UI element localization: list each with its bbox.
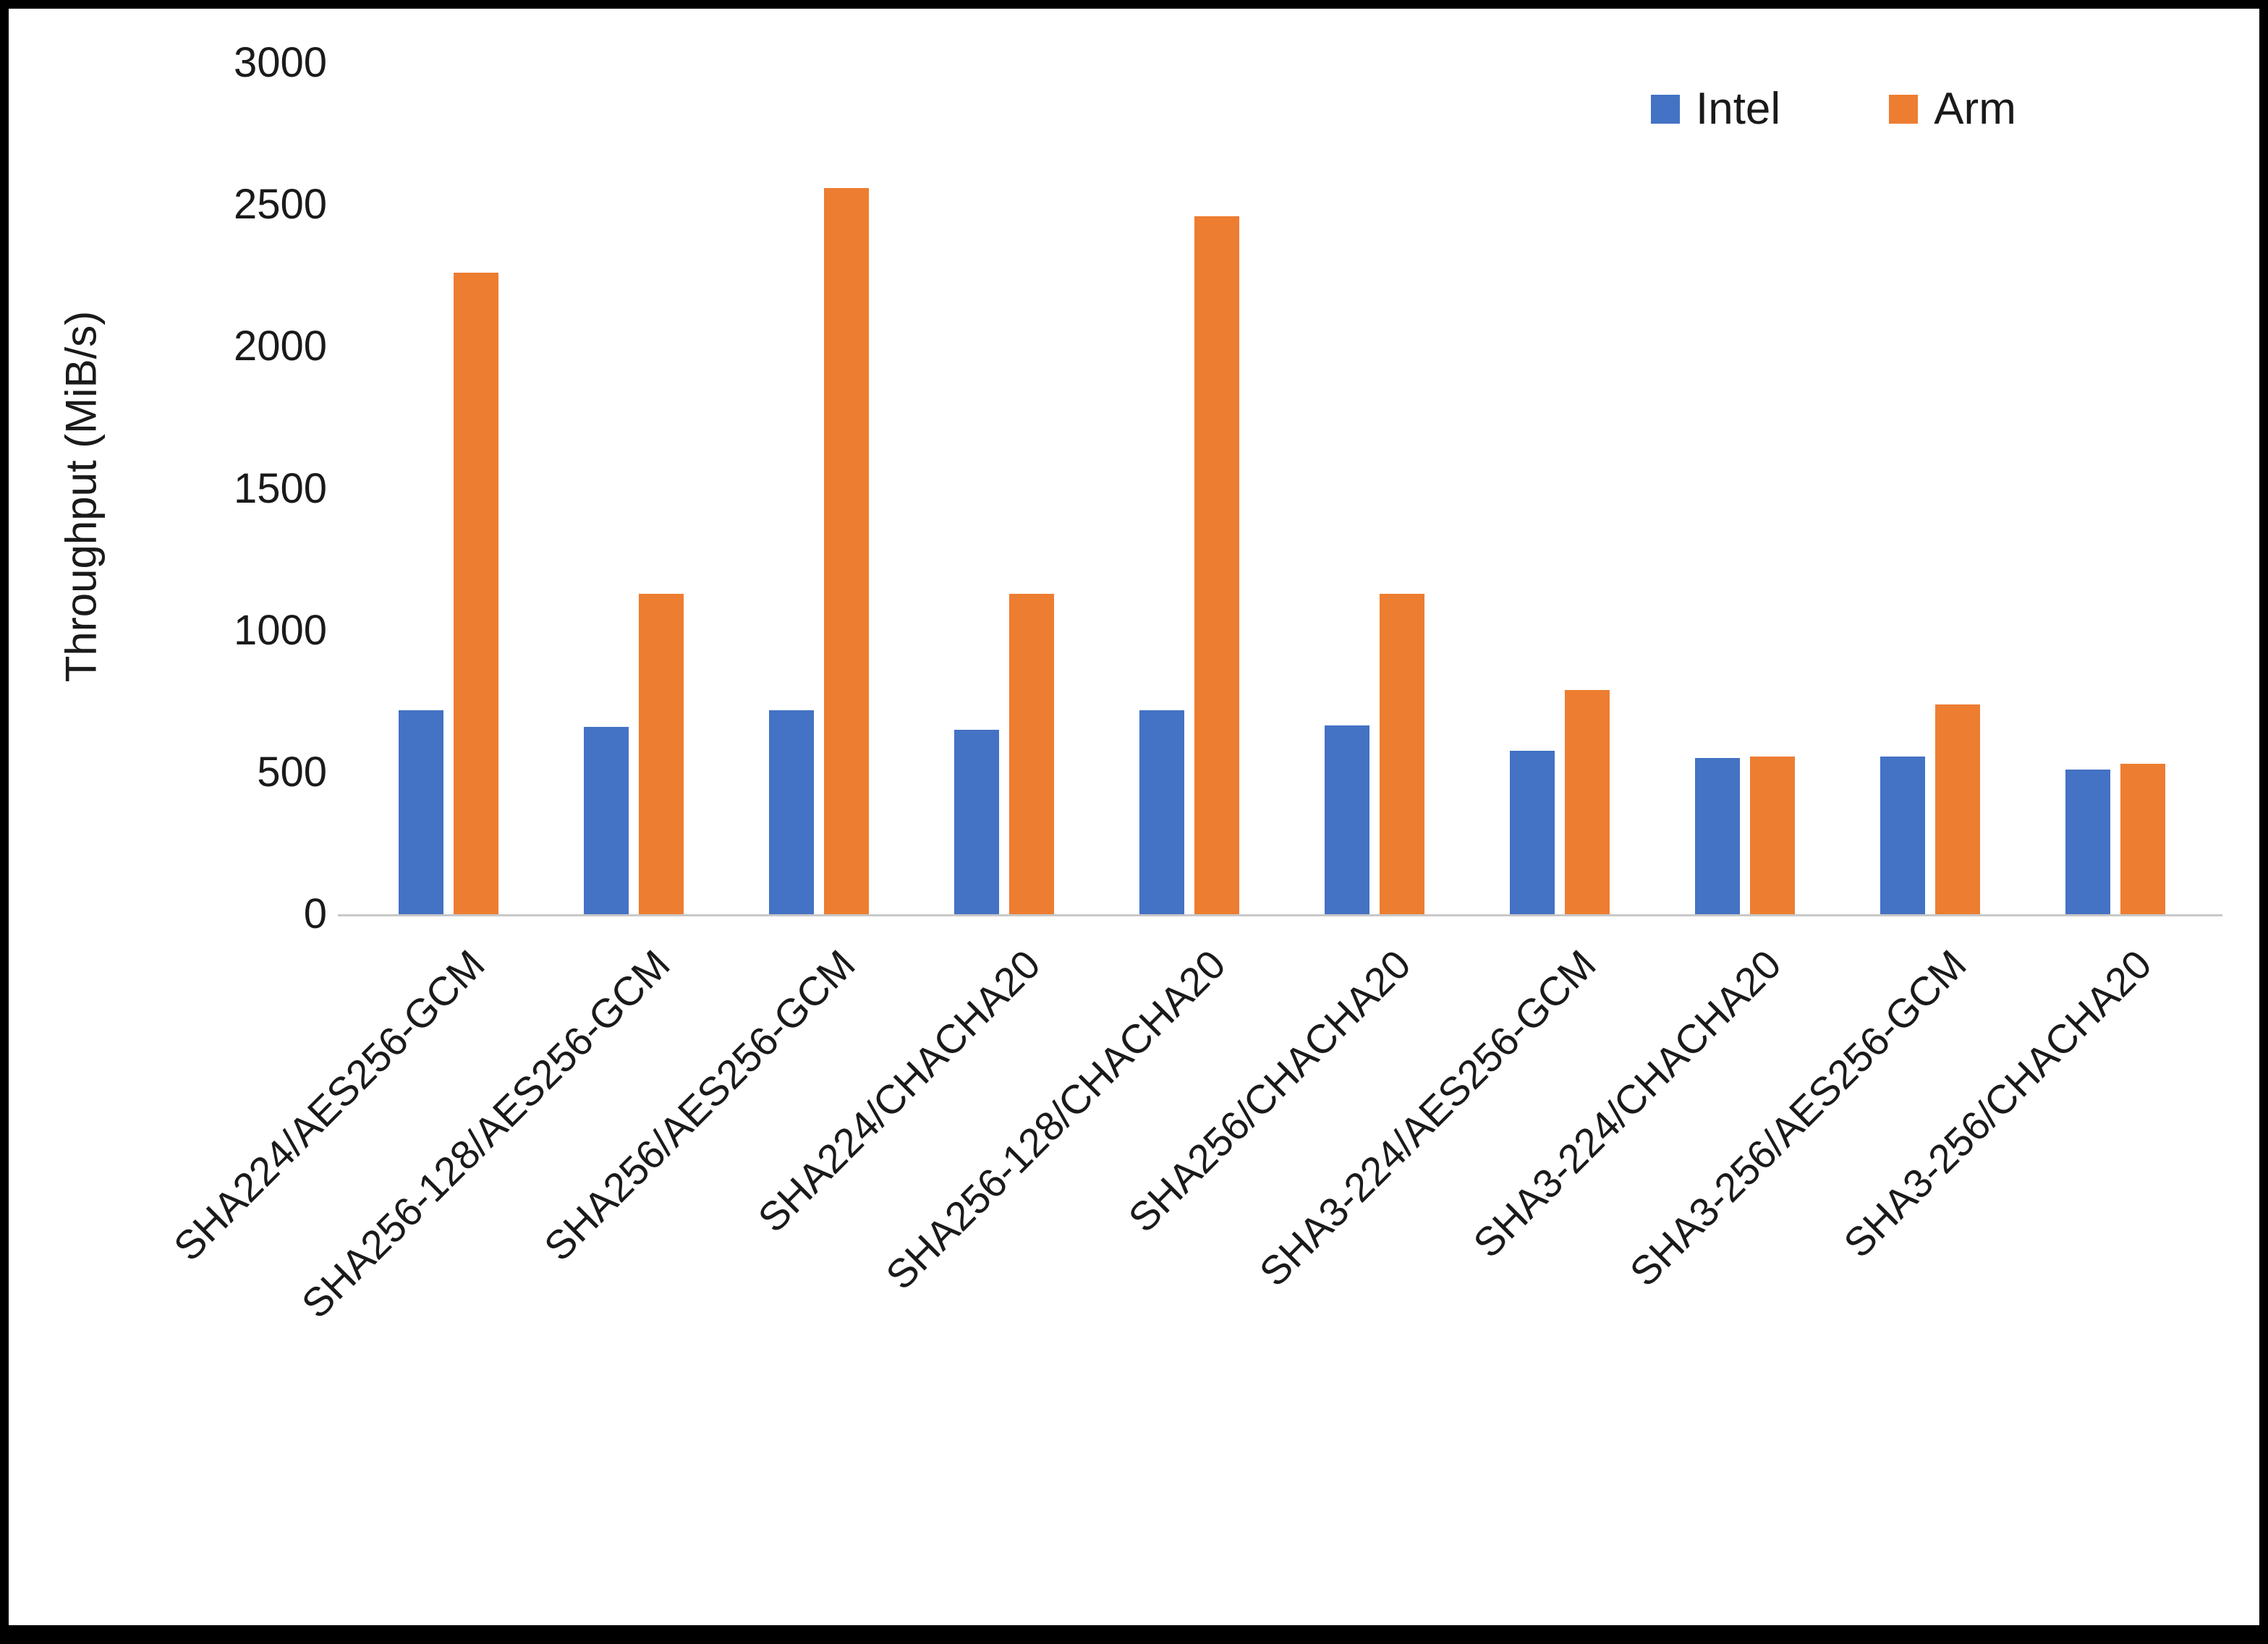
plot-area	[356, 63, 2208, 914]
bar-group	[541, 63, 726, 914]
bar-group	[912, 63, 1097, 914]
arm-bar	[1009, 593, 1054, 914]
y-axis-tick-label: 1500	[233, 464, 327, 512]
legend-swatch-arm	[1889, 95, 1919, 124]
y-axis-title: Throughput (MiB/s)	[56, 310, 106, 683]
y-axis-tick-label: 3000	[233, 39, 327, 86]
legend-item-intel: Intel	[1651, 87, 1780, 132]
bar-group	[1652, 63, 1838, 914]
arm-bar	[2120, 764, 2165, 914]
y-axis-tick-label: 1000	[233, 606, 327, 654]
arm-bar	[639, 593, 684, 914]
intel-bar	[954, 729, 999, 914]
y-axis-tick-label: 2000	[233, 323, 327, 370]
x-axis-category-label: SHA224/AES256-GCM	[164, 941, 493, 1270]
intel-bar	[1880, 757, 1925, 914]
intel-bar	[769, 710, 814, 914]
bar-group	[1838, 63, 2023, 914]
intel-bar	[584, 727, 629, 914]
intel-bar	[2065, 769, 2110, 914]
intel-bar	[1139, 710, 1184, 914]
arm-bar	[824, 187, 869, 914]
legend: Intel Arm	[1651, 87, 2016, 132]
bar-group	[1467, 63, 1652, 914]
legend-label: Arm	[1934, 84, 2016, 134]
legend-label: Intel	[1696, 84, 1781, 134]
arm-bar	[1194, 216, 1239, 914]
legend-swatch-intel	[1651, 95, 1680, 124]
bar-group	[1097, 63, 1282, 914]
arm-bar	[1380, 593, 1424, 914]
arm-bar	[454, 273, 498, 914]
arm-bar	[1750, 757, 1795, 914]
intel-bar	[1325, 725, 1369, 914]
legend-item-arm: Arm	[1889, 87, 2016, 132]
intel-bar	[1695, 758, 1740, 914]
arm-bar	[1565, 690, 1610, 914]
bar-group	[1282, 63, 1467, 914]
bar-group	[726, 63, 912, 914]
intel-bar	[399, 710, 443, 914]
intel-bar	[1510, 751, 1555, 914]
y-axis-tick-label: 2500	[233, 181, 327, 229]
bar-group	[356, 63, 541, 914]
arm-bar	[1935, 704, 1980, 914]
x-axis-line	[338, 914, 2222, 916]
y-axis-tick-label: 0	[303, 890, 327, 937]
bar-group	[2023, 63, 2208, 914]
y-axis-tick-label: 500	[257, 748, 327, 796]
